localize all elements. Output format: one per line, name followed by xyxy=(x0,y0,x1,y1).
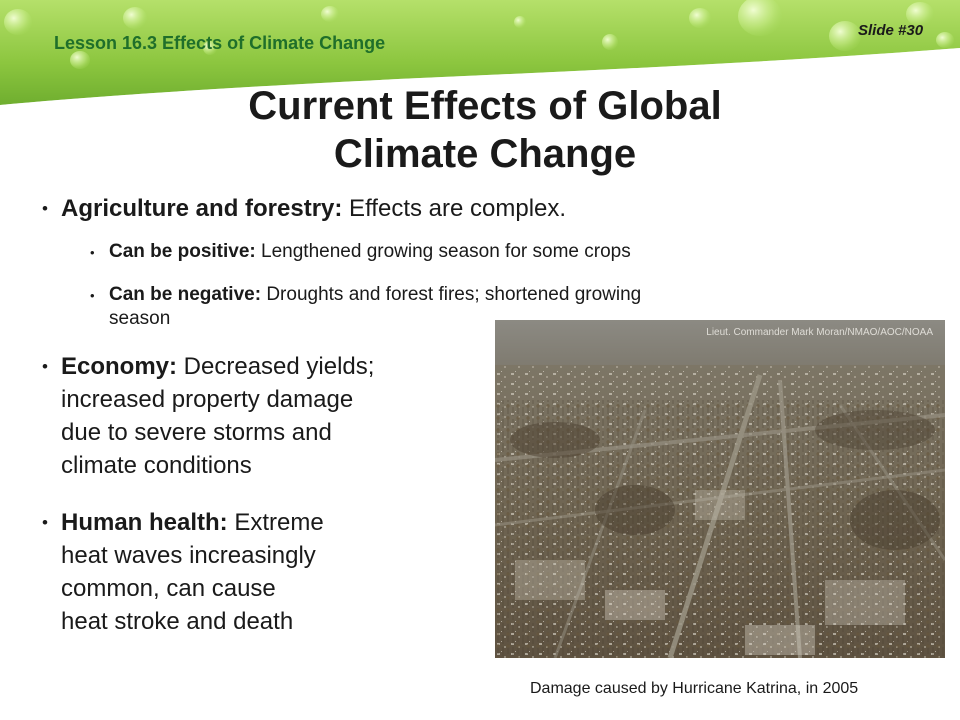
bullet-health-line-4: heat stroke and death xyxy=(61,608,294,635)
bullet-dot: • xyxy=(42,357,48,376)
bullet-health-label: Human health: xyxy=(61,509,228,536)
header-banner xyxy=(0,0,960,110)
hurricane-damage-photo: Lieut. Commander Mark Moran/NMAO/AOC/NOA… xyxy=(495,320,945,658)
slide-title-line-2: Climate Change xyxy=(333,132,637,176)
bullet-economy-line-2: increased property damage xyxy=(61,386,354,413)
sub-bullet-positive-label: Can be positive: xyxy=(109,241,256,262)
photo-credit: Lieut. Commander Mark Moran/NMAO/AOC/NOA… xyxy=(706,327,933,338)
bullet-dot: • xyxy=(90,288,95,303)
bullet-health-line-2: heat waves increasingly xyxy=(61,542,316,569)
lesson-title: Lesson 16.3 Effects of Climate Change xyxy=(54,33,386,53)
sub-bullet-negative-label: Can be negative: xyxy=(109,284,262,305)
bullet-economy-line-4: climate conditions xyxy=(61,452,252,479)
bullet-dot: • xyxy=(42,513,48,532)
bullet-economy-line-3: due to severe storms and xyxy=(61,419,332,446)
slide-title: Current Effects of Global Climate Change xyxy=(120,82,850,178)
bullet-health-line-1: Extreme xyxy=(227,509,324,536)
slide-title-line-1: Current Effects of Global xyxy=(248,84,722,128)
photo-caption: Damage caused by Hurricane Katrina, in 2… xyxy=(530,680,859,697)
bullet-agriculture-label: Agriculture and forestry: xyxy=(61,195,343,222)
sub-bullet-negative-text-2: season xyxy=(109,308,171,329)
bullet-health-line-3: common, can cause xyxy=(61,575,276,602)
aerial-photo-illustration xyxy=(495,320,945,658)
slide-number: Slide #30 xyxy=(858,22,924,39)
bullet-economy-label: Economy: xyxy=(61,353,178,380)
sub-bullet-positive-text: Lengthened growing season for some crops xyxy=(255,241,631,262)
bullet-dot: • xyxy=(90,245,95,260)
bullet-agriculture-text: Effects are complex. xyxy=(342,195,567,222)
bullet-dot: • xyxy=(42,199,48,218)
bullet-economy-line-1: Decreased yields; xyxy=(177,353,375,380)
sub-bullet-negative-text: Droughts and forest fires; shortened gro… xyxy=(261,284,642,305)
